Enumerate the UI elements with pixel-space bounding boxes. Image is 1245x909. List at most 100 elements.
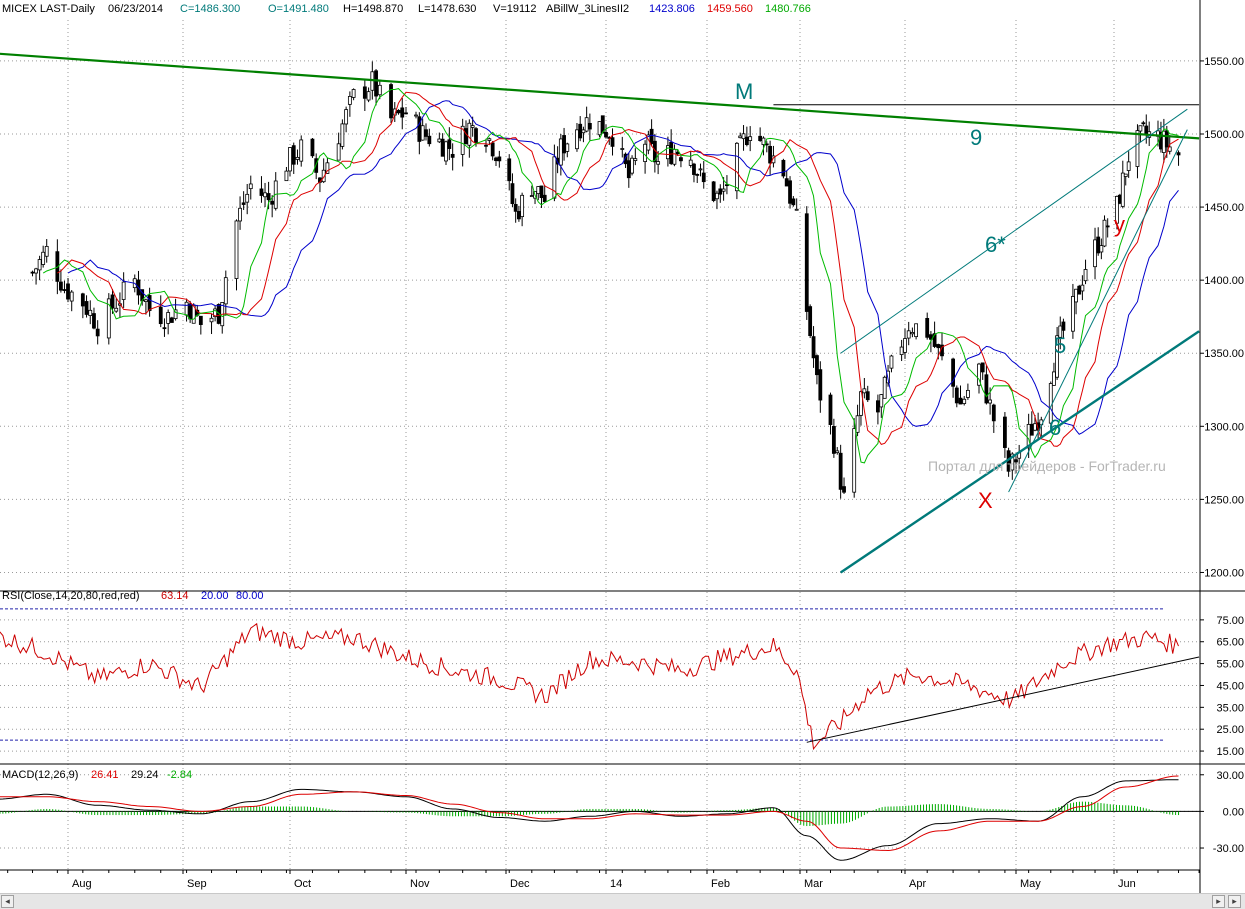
trend-line-6 <box>839 330 1200 574</box>
trend-lines <box>0 52 1200 574</box>
candle-body <box>542 194 547 203</box>
rsi-tick-label: 45.00 <box>1216 680 1244 692</box>
candle-body <box>59 281 63 291</box>
indicator-red-value: 1459.560 <box>707 3 753 15</box>
candle-body <box>1099 245 1104 253</box>
rsi-tick-label: 35.00 <box>1216 702 1244 714</box>
candle-body <box>66 283 70 300</box>
candle-body <box>758 135 763 141</box>
candle-body <box>951 358 955 387</box>
candle-body <box>494 157 498 162</box>
candle-body <box>1123 173 1128 177</box>
candle-body <box>444 141 448 162</box>
candle-body <box>1115 195 1119 224</box>
candle-body <box>1120 172 1125 207</box>
candle-body <box>818 369 823 401</box>
candle-body <box>623 153 628 165</box>
candle-body <box>517 210 521 220</box>
scroll-right-icon[interactable]: ▸ <box>1212 895 1225 908</box>
candle-body <box>404 112 408 115</box>
candle-body <box>811 336 816 359</box>
candle-body <box>581 129 586 134</box>
candle-body <box>675 151 680 155</box>
candle-body <box>838 452 843 490</box>
date-label: 06/23/2014 <box>108 3 163 15</box>
rsi-low-level: 20.00 <box>201 590 229 602</box>
candle-body <box>679 157 683 162</box>
macd-value: 26.41 <box>91 769 119 781</box>
horizontal-scrollbar[interactable]: ◂ ▸ ▸ <box>0 893 1245 909</box>
candle-body <box>1176 152 1181 156</box>
candle-body <box>565 143 570 152</box>
candle-body <box>835 450 840 454</box>
x-tick-label: Aug <box>72 878 92 890</box>
candle-body <box>450 153 455 158</box>
candle-body <box>899 346 904 356</box>
scroll-end-icon[interactable]: ▸ <box>1228 895 1241 908</box>
blue-ma-line <box>67 100 1179 435</box>
candle-body <box>245 193 250 203</box>
candle-body <box>831 426 836 454</box>
candle-body <box>958 397 963 405</box>
rsi-panel <box>0 622 1200 751</box>
candle-body <box>437 138 442 143</box>
candle-body <box>1033 423 1037 431</box>
candle-body <box>1102 219 1107 247</box>
candle-body <box>497 156 502 162</box>
candle-body <box>929 334 933 340</box>
candle-body <box>340 123 345 147</box>
candle-body <box>474 128 478 143</box>
rsi-tick-label: 25.00 <box>1216 724 1244 736</box>
candle-body <box>1105 225 1110 228</box>
candle-body <box>259 188 264 196</box>
candle-body <box>695 174 700 176</box>
candle-body <box>626 160 631 179</box>
candle-body <box>584 117 589 132</box>
close-label: C=1486.300 <box>180 3 240 15</box>
open-label: O=1491.480 <box>268 3 329 15</box>
candle-body <box>764 143 769 146</box>
candle-body <box>701 172 706 183</box>
candle-body <box>862 388 867 394</box>
candle-body <box>698 168 703 171</box>
rsi-trend-line <box>806 656 1200 743</box>
candle-body <box>954 387 959 404</box>
candle-body <box>529 195 534 197</box>
candle-body <box>377 84 382 96</box>
scroll-left-icon[interactable]: ◂ <box>1 895 14 908</box>
candle-body <box>1093 239 1097 268</box>
price-tick-label: 1300.00 <box>1204 421 1244 433</box>
candle-body <box>223 277 228 305</box>
candle-body <box>487 138 492 141</box>
candle-body <box>1135 130 1140 167</box>
annotation-x: X <box>978 488 993 513</box>
candle-body <box>467 122 472 146</box>
candle-body <box>984 374 989 404</box>
candle-body <box>1055 335 1059 378</box>
candle-body <box>400 107 405 118</box>
candle-body <box>738 135 743 139</box>
candle-body <box>396 109 401 114</box>
candle-body <box>852 428 857 493</box>
candle-body <box>374 70 378 97</box>
candle-body <box>114 307 119 312</box>
candle-body <box>914 323 918 338</box>
watermark: Портал для трейдеров - ForTrader.ru <box>928 458 1166 474</box>
price-tick-label: 1450.00 <box>1204 202 1244 214</box>
x-tick-label: 14 <box>610 878 622 890</box>
candle-body <box>263 192 267 198</box>
candle-body <box>865 391 870 401</box>
candle-body <box>771 155 776 164</box>
candle-body <box>1080 284 1085 292</box>
candle-body <box>597 121 602 136</box>
candle-body <box>30 271 35 274</box>
candle-body <box>804 213 809 312</box>
candle-body <box>362 86 367 99</box>
candle-body <box>62 289 67 291</box>
candle-body <box>1003 416 1007 448</box>
candle-body <box>1164 130 1169 148</box>
macd-panel <box>0 775 1180 861</box>
candle-body <box>248 183 253 190</box>
candle-body <box>932 333 937 347</box>
